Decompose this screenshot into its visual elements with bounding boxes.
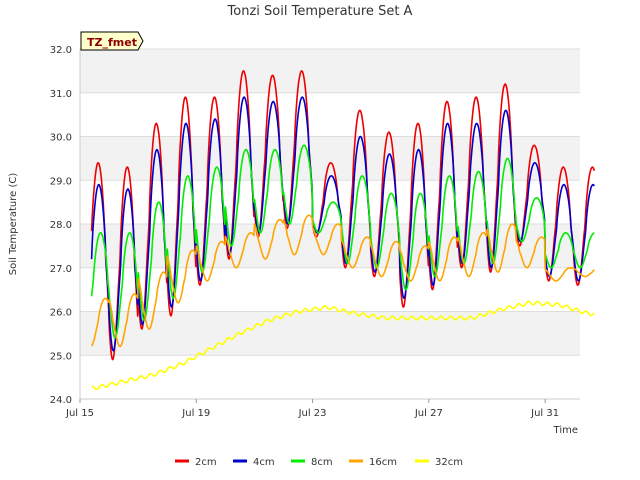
chart-title: Tonzi Soil Temperature Set A xyxy=(227,4,413,19)
legend-label: 16cm xyxy=(369,457,397,468)
legend-label: 4cm xyxy=(253,457,275,468)
legend: 2cm 4cm 8cm 16cm 32cm xyxy=(175,457,463,468)
series-line-32cm xyxy=(91,300,595,391)
plot-band xyxy=(80,136,580,181)
legend-item-4cm: 4cm xyxy=(233,457,275,468)
axes xyxy=(79,49,580,400)
x-tick-label: Jul 15 xyxy=(65,408,94,419)
site-badge: TZ_fmet xyxy=(80,31,144,51)
y-tick-label: 25.0 xyxy=(50,351,72,362)
site-badge-box xyxy=(80,31,144,51)
y-tick-label: 26.0 xyxy=(50,308,72,319)
y-tick-label: 28.0 xyxy=(50,220,72,231)
legend-item-16cm: 16cm xyxy=(349,457,397,468)
y-tick-label: 31.0 xyxy=(50,89,72,100)
site-badge-label: TZ_fmet xyxy=(87,36,137,49)
plot-band xyxy=(80,92,580,137)
x-tick-label: Jul 23 xyxy=(298,408,327,419)
y-tick-label: 32.0 xyxy=(50,45,72,56)
series-line-16cm xyxy=(90,214,595,348)
series-line-8cm xyxy=(90,144,595,339)
y-tick-labels: 24.0 25.0 26.0 27.0 28.0 29.0 30.0 31.0 32.0 xyxy=(50,45,72,406)
x-axis-label: Time xyxy=(553,425,578,436)
plot-band xyxy=(80,355,580,399)
y-tick-label: 24.0 xyxy=(50,395,72,406)
legend-item-8cm: 8cm xyxy=(291,457,333,468)
x-tick-label: Jul 31 xyxy=(530,408,559,419)
series-line-4cm xyxy=(90,96,595,352)
y-tick-label: 30.0 xyxy=(50,133,72,144)
plot-band xyxy=(80,49,580,93)
legend-label: 2cm xyxy=(195,457,217,468)
x-tick-labels: Jul 15 Jul 19 Jul 23 Jul 27 Jul 31 xyxy=(65,399,559,419)
series-lines xyxy=(90,70,596,391)
x-tick-label: Jul 19 xyxy=(181,408,210,419)
x-tick-label: Jul 27 xyxy=(414,408,443,419)
legend-item-32cm: 32cm xyxy=(415,457,463,468)
plot-band xyxy=(80,267,580,312)
y-axis-label: Soil Temperature (C) xyxy=(8,173,19,276)
legend-label: 32cm xyxy=(435,457,463,468)
legend-item-2cm: 2cm xyxy=(175,457,217,468)
plot-band xyxy=(80,311,580,356)
y-tick-label: 27.0 xyxy=(50,264,72,275)
legend-label: 8cm xyxy=(311,457,333,468)
y-tick-label: 29.0 xyxy=(50,176,72,187)
